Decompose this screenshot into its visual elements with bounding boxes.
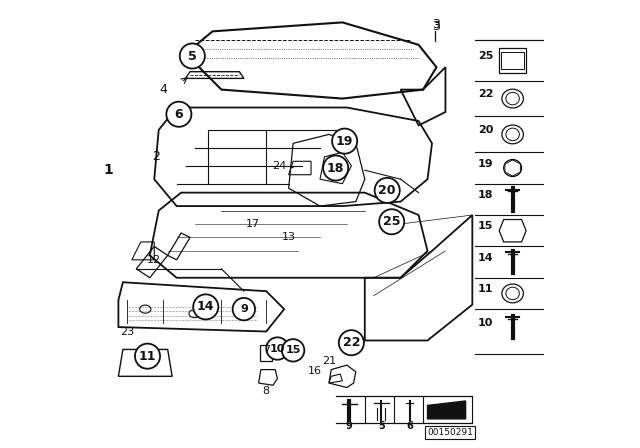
Text: 15: 15 xyxy=(478,221,493,231)
Bar xyxy=(499,48,526,73)
Text: 11: 11 xyxy=(478,284,493,294)
Text: 14: 14 xyxy=(197,300,214,314)
Text: 00150291: 00150291 xyxy=(427,428,473,437)
Text: 12: 12 xyxy=(147,255,161,265)
Text: 14: 14 xyxy=(478,253,494,263)
Text: 20: 20 xyxy=(478,125,493,135)
Text: 23: 23 xyxy=(120,327,134,336)
Text: 20: 20 xyxy=(378,184,396,197)
Text: 9: 9 xyxy=(346,422,353,431)
Text: 25: 25 xyxy=(383,215,401,228)
Text: 10: 10 xyxy=(478,318,493,327)
Text: 17: 17 xyxy=(246,219,260,229)
Text: 3: 3 xyxy=(433,20,440,34)
Text: 21: 21 xyxy=(322,356,336,366)
Text: 5: 5 xyxy=(378,422,385,431)
Text: 16: 16 xyxy=(308,366,322,376)
Polygon shape xyxy=(428,401,465,419)
Bar xyxy=(502,52,524,69)
Circle shape xyxy=(339,330,364,355)
Text: 6: 6 xyxy=(175,108,183,121)
Text: 18: 18 xyxy=(478,190,493,200)
Text: 22: 22 xyxy=(478,89,493,99)
Text: 5: 5 xyxy=(188,49,196,63)
Text: 22: 22 xyxy=(342,336,360,349)
Circle shape xyxy=(180,43,205,69)
Circle shape xyxy=(233,298,255,320)
Text: 25: 25 xyxy=(478,51,493,61)
Text: 8: 8 xyxy=(262,386,270,396)
Circle shape xyxy=(166,102,191,127)
Text: 2: 2 xyxy=(152,150,161,164)
Text: 18: 18 xyxy=(327,161,344,175)
Text: 9: 9 xyxy=(240,304,248,314)
Bar xyxy=(425,426,474,439)
Circle shape xyxy=(332,129,357,154)
Circle shape xyxy=(374,178,400,203)
Text: 24: 24 xyxy=(273,161,287,171)
Text: 13: 13 xyxy=(282,233,296,242)
Text: 7: 7 xyxy=(264,345,271,355)
Text: 3: 3 xyxy=(431,18,440,31)
Text: 1: 1 xyxy=(104,163,113,177)
Text: 15: 15 xyxy=(285,345,301,355)
Text: 10: 10 xyxy=(269,344,285,353)
Text: 6: 6 xyxy=(406,422,413,431)
Circle shape xyxy=(135,344,160,369)
Circle shape xyxy=(193,294,218,319)
Text: 19: 19 xyxy=(336,134,353,148)
Circle shape xyxy=(379,209,404,234)
Circle shape xyxy=(282,339,305,362)
Text: 19: 19 xyxy=(478,159,494,168)
Text: 4: 4 xyxy=(159,83,167,96)
Circle shape xyxy=(266,337,289,360)
Bar xyxy=(260,345,272,361)
Text: 11: 11 xyxy=(139,349,156,363)
Circle shape xyxy=(323,155,348,181)
